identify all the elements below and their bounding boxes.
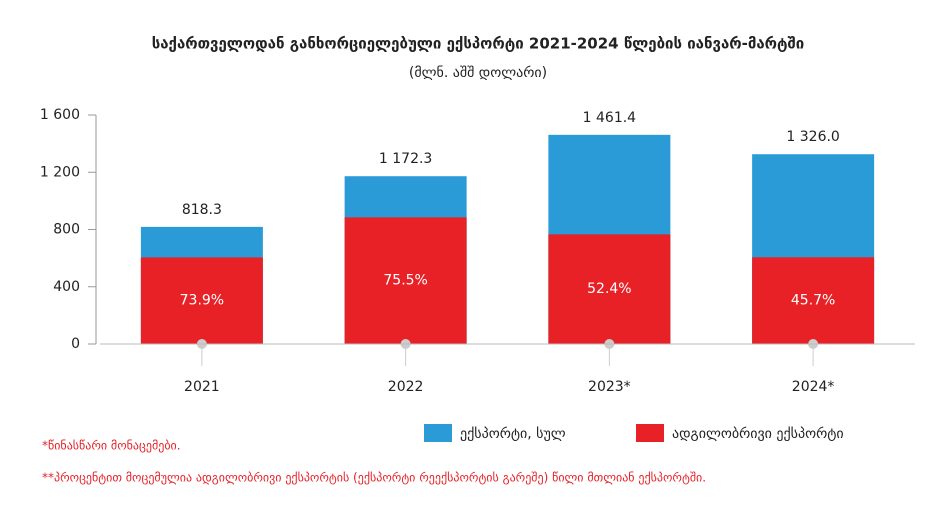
percent-label: 73.9%: [180, 293, 224, 309]
bar: [140, 257, 263, 344]
legend-swatch: [424, 424, 452, 442]
footnote: **პროცენტით მოცემულია ადგილობრივი ექსპორ…: [42, 471, 706, 485]
x-tick-label: 2023*: [588, 379, 631, 395]
percent-label: 52.4%: [587, 281, 631, 297]
y-tick-label: 1 600: [40, 107, 80, 123]
chart-title: საქართველოდან განხორციელებული ექსპორტი 2…: [152, 35, 805, 53]
footnote: *წინასწარი მონაცემები.: [42, 439, 181, 453]
x-tick-label: 2022: [388, 379, 424, 395]
legend-label: ექსპორტი, სულ: [460, 425, 566, 442]
legend-label: ადგილობრივი ექსპორტი: [672, 425, 844, 442]
bar: [344, 217, 467, 344]
y-tick-label: 800: [53, 222, 80, 238]
x-tick-label: 2024*: [792, 379, 835, 395]
y-tick-label: 1 200: [40, 164, 80, 180]
percent-label: 75.5%: [383, 273, 427, 289]
value-label: 1 461.4: [583, 110, 637, 126]
legend-swatch: [636, 424, 664, 442]
bar: [548, 234, 671, 344]
value-label: 1 172.3: [379, 151, 432, 167]
y-tick-label: 400: [53, 279, 80, 295]
value-label: 818.3: [182, 202, 222, 218]
chart-subtitle: (მლნ. აშშ დოლარი): [409, 64, 547, 81]
y-tick-label: 0: [71, 336, 80, 352]
bar: [752, 257, 875, 344]
value-label: 1 326.0: [786, 129, 839, 145]
x-tick-label: 2021: [184, 379, 220, 395]
percent-label: 45.7%: [791, 293, 835, 309]
